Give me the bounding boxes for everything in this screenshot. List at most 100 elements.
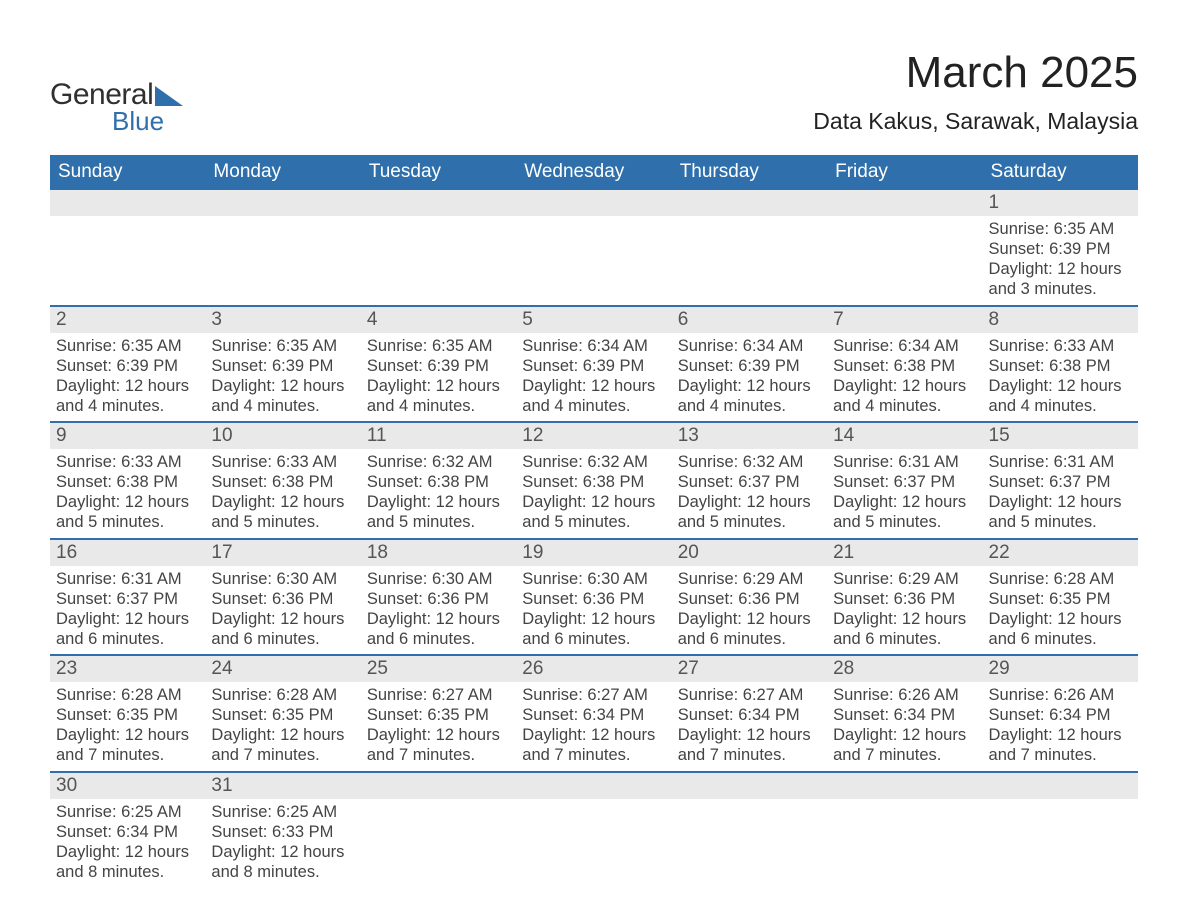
daylight-line: Daylight: 12 hours and 3 minutes. xyxy=(989,259,1132,299)
sunrise-line: Sunrise: 6:28 AM xyxy=(211,685,354,705)
day-number-row: 9101112131415 xyxy=(50,422,1138,449)
calendar-body: 1Sunrise: 6:35 AMSunset: 6:39 PMDaylight… xyxy=(50,190,1138,887)
day-number-cell xyxy=(361,772,516,799)
day-info-cell: Sunrise: 6:29 AMSunset: 6:36 PMDaylight:… xyxy=(672,566,827,656)
sunrise-line: Sunrise: 6:27 AM xyxy=(522,685,665,705)
day-number-cell xyxy=(672,190,827,216)
daylight-line: Daylight: 12 hours and 5 minutes. xyxy=(211,492,354,532)
day-info-cell: Sunrise: 6:32 AMSunset: 6:38 PMDaylight:… xyxy=(361,449,516,539)
daylight-line: Daylight: 12 hours and 7 minutes. xyxy=(833,725,976,765)
day-number-cell: 23 xyxy=(50,655,205,682)
weekday-header: Monday xyxy=(205,155,360,190)
sunrise-line: Sunrise: 6:34 AM xyxy=(678,336,821,356)
weekday-header: Saturday xyxy=(983,155,1138,190)
day-number-row: 16171819202122 xyxy=(50,539,1138,566)
sunrise-line: Sunrise: 6:31 AM xyxy=(833,452,976,472)
day-number-cell: 6 xyxy=(672,306,827,333)
sunset-line: Sunset: 6:38 PM xyxy=(211,472,354,492)
sunset-line: Sunset: 6:35 PM xyxy=(989,589,1132,609)
sunset-line: Sunset: 6:36 PM xyxy=(522,589,665,609)
sunrise-line: Sunrise: 6:25 AM xyxy=(211,802,354,822)
day-number-cell: 16 xyxy=(50,539,205,566)
day-info-cell: Sunrise: 6:32 AMSunset: 6:38 PMDaylight:… xyxy=(516,449,671,539)
daylight-line: Daylight: 12 hours and 6 minutes. xyxy=(211,609,354,649)
weekday-header: Wednesday xyxy=(516,155,671,190)
daylight-line: Daylight: 12 hours and 6 minutes. xyxy=(56,609,199,649)
day-info-cell xyxy=(983,799,1138,888)
daylight-line: Daylight: 12 hours and 7 minutes. xyxy=(211,725,354,765)
day-info-row: Sunrise: 6:28 AMSunset: 6:35 PMDaylight:… xyxy=(50,682,1138,772)
day-info-cell: Sunrise: 6:25 AMSunset: 6:34 PMDaylight:… xyxy=(50,799,205,888)
sunrise-line: Sunrise: 6:35 AM xyxy=(367,336,510,356)
daylight-line: Daylight: 12 hours and 5 minutes. xyxy=(367,492,510,532)
day-info-cell: Sunrise: 6:30 AMSunset: 6:36 PMDaylight:… xyxy=(516,566,671,656)
day-number-cell: 7 xyxy=(827,306,982,333)
location-label: Data Kakus, Sarawak, Malaysia xyxy=(813,108,1138,135)
day-info-cell xyxy=(361,799,516,888)
day-number-row: 3031 xyxy=(50,772,1138,799)
sunrise-line: Sunrise: 6:32 AM xyxy=(522,452,665,472)
sunset-line: Sunset: 6:35 PM xyxy=(56,705,199,725)
daylight-line: Daylight: 12 hours and 5 minutes. xyxy=(56,492,199,532)
sunset-line: Sunset: 6:37 PM xyxy=(833,472,976,492)
day-info-cell: Sunrise: 6:27 AMSunset: 6:35 PMDaylight:… xyxy=(361,682,516,772)
sunset-line: Sunset: 6:38 PM xyxy=(522,472,665,492)
day-info-cell xyxy=(205,216,360,306)
weekday-header: Sunday xyxy=(50,155,205,190)
daylight-line: Daylight: 12 hours and 4 minutes. xyxy=(678,376,821,416)
day-info-cell: Sunrise: 6:27 AMSunset: 6:34 PMDaylight:… xyxy=(516,682,671,772)
brand-logo: General Blue xyxy=(50,78,183,137)
daylight-line: Daylight: 12 hours and 8 minutes. xyxy=(56,842,199,882)
day-info-cell: Sunrise: 6:31 AMSunset: 6:37 PMDaylight:… xyxy=(983,449,1138,539)
sunrise-line: Sunrise: 6:34 AM xyxy=(522,336,665,356)
day-info-cell: Sunrise: 6:28 AMSunset: 6:35 PMDaylight:… xyxy=(983,566,1138,656)
sunrise-line: Sunrise: 6:30 AM xyxy=(367,569,510,589)
day-info-cell: Sunrise: 6:35 AMSunset: 6:39 PMDaylight:… xyxy=(983,216,1138,306)
daylight-line: Daylight: 12 hours and 7 minutes. xyxy=(367,725,510,765)
day-number-cell: 9 xyxy=(50,422,205,449)
sunset-line: Sunset: 6:35 PM xyxy=(367,705,510,725)
day-number-cell: 27 xyxy=(672,655,827,682)
daylight-line: Daylight: 12 hours and 7 minutes. xyxy=(989,725,1132,765)
daylight-line: Daylight: 12 hours and 4 minutes. xyxy=(367,376,510,416)
day-info-cell: Sunrise: 6:34 AMSunset: 6:39 PMDaylight:… xyxy=(516,333,671,423)
day-info-cell: Sunrise: 6:26 AMSunset: 6:34 PMDaylight:… xyxy=(827,682,982,772)
day-number-cell xyxy=(516,190,671,216)
sunrise-line: Sunrise: 6:27 AM xyxy=(367,685,510,705)
sunrise-line: Sunrise: 6:32 AM xyxy=(367,452,510,472)
sunrise-line: Sunrise: 6:30 AM xyxy=(211,569,354,589)
day-info-cell xyxy=(672,216,827,306)
sunrise-line: Sunrise: 6:33 AM xyxy=(989,336,1132,356)
sunrise-line: Sunrise: 6:31 AM xyxy=(989,452,1132,472)
day-info-cell xyxy=(516,799,671,888)
sunrise-line: Sunrise: 6:35 AM xyxy=(989,219,1132,239)
sunset-line: Sunset: 6:36 PM xyxy=(833,589,976,609)
daylight-line: Daylight: 12 hours and 8 minutes. xyxy=(211,842,354,882)
sunrise-line: Sunrise: 6:33 AM xyxy=(56,452,199,472)
sunset-line: Sunset: 6:39 PM xyxy=(367,356,510,376)
calendar-table: Sunday Monday Tuesday Wednesday Thursday… xyxy=(50,155,1138,887)
brand-word2: Blue xyxy=(112,106,164,137)
day-number-cell: 1 xyxy=(983,190,1138,216)
daylight-line: Daylight: 12 hours and 4 minutes. xyxy=(211,376,354,416)
sunrise-line: Sunrise: 6:27 AM xyxy=(678,685,821,705)
day-number-cell: 11 xyxy=(361,422,516,449)
sunset-line: Sunset: 6:36 PM xyxy=(367,589,510,609)
day-info-cell xyxy=(827,216,982,306)
daylight-line: Daylight: 12 hours and 4 minutes. xyxy=(522,376,665,416)
sunrise-line: Sunrise: 6:28 AM xyxy=(989,569,1132,589)
day-number-row: 23242526272829 xyxy=(50,655,1138,682)
weekday-header: Thursday xyxy=(672,155,827,190)
sunset-line: Sunset: 6:35 PM xyxy=(211,705,354,725)
day-info-cell: Sunrise: 6:35 AMSunset: 6:39 PMDaylight:… xyxy=(50,333,205,423)
sunrise-line: Sunrise: 6:30 AM xyxy=(522,569,665,589)
daylight-line: Daylight: 12 hours and 6 minutes. xyxy=(989,609,1132,649)
sunset-line: Sunset: 6:37 PM xyxy=(989,472,1132,492)
day-number-cell: 24 xyxy=(205,655,360,682)
daylight-line: Daylight: 12 hours and 6 minutes. xyxy=(833,609,976,649)
day-number-cell: 4 xyxy=(361,306,516,333)
day-number-cell: 3 xyxy=(205,306,360,333)
day-number-cell: 21 xyxy=(827,539,982,566)
day-number-cell: 19 xyxy=(516,539,671,566)
sunset-line: Sunset: 6:39 PM xyxy=(56,356,199,376)
